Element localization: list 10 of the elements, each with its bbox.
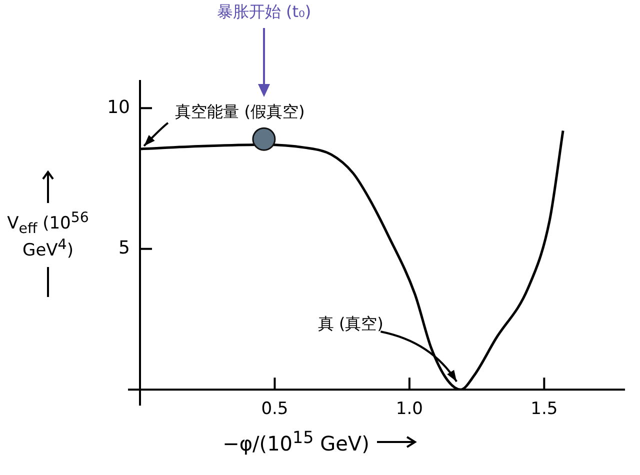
text: V$_{eff}$ (10$^{56}$ GeV$^{4}$) bbox=[7, 210, 89, 261]
x-tick-label: 1.0 bbox=[396, 399, 423, 420]
x-tick-label: 1.5 bbox=[530, 399, 558, 420]
y-tick-label: 10 bbox=[107, 96, 130, 118]
x-axis-title: −φ/(10$^{15}$ GeV) bbox=[222, 428, 370, 456]
x-tick-label: 0.5 bbox=[261, 399, 288, 420]
y-tick-label: 5 bbox=[118, 238, 130, 259]
annotation: 真 (真空) bbox=[318, 314, 384, 333]
annotation: 真空能量 (假真空) bbox=[175, 102, 305, 122]
text: 暴胀开始 (t₀) bbox=[216, 2, 312, 23]
